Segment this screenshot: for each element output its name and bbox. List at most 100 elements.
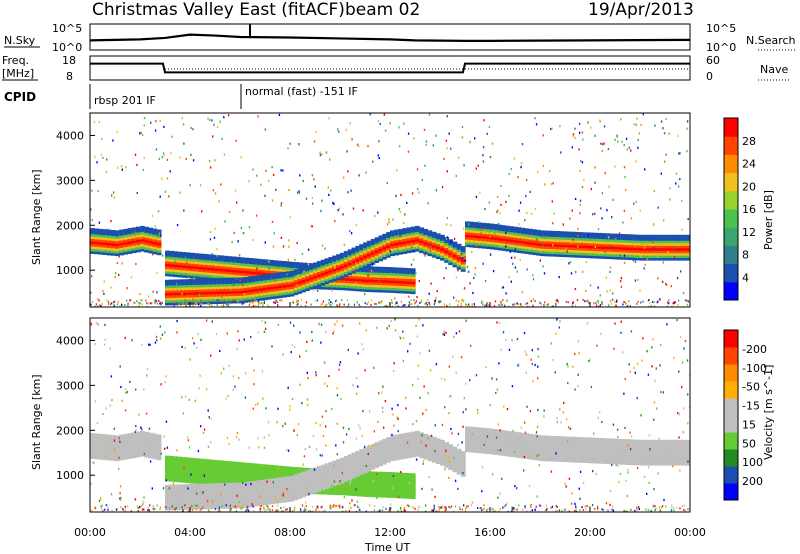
power-clutter [248,304,250,307]
power-clutter [614,300,616,303]
power-speck [174,260,177,263]
power-speck [208,159,211,163]
power-speck [398,208,401,211]
power-band-cell [551,230,556,237]
power-speck [574,304,577,307]
power-band-cell [444,237,449,244]
power-speck [289,142,291,145]
velocity-band-cell [98,433,104,440]
power-speck [134,153,137,156]
power-clutter [237,300,239,303]
velocity-speck [211,500,213,503]
power-clutter [255,300,258,303]
power-speck [581,131,584,134]
power-speck [566,250,568,253]
power-speck [349,122,351,125]
power-speck [255,214,258,217]
velocity-band-cell [370,444,376,450]
power-band-cell [106,229,112,236]
power-speck [134,231,136,234]
power-speck [501,286,504,289]
power-speck [223,116,225,119]
power-speck [264,128,267,131]
velocity-band-cell [566,436,572,443]
power-clutter [140,302,142,305]
power-clutter [259,302,261,305]
power-clutter [195,302,197,304]
velocity-speck [428,475,430,479]
power-clutter [315,299,317,302]
power-band-cell [152,228,158,235]
power-clutter [672,302,674,305]
velocity-speck [205,319,208,322]
power-speck [638,132,641,135]
power-speck [484,279,487,283]
power-speck [91,218,93,222]
ytick-label: 3000 [56,174,84,187]
power-band-cell [90,228,95,235]
power-speck [453,237,456,240]
power-clutter [276,300,278,303]
power-speck [474,137,476,140]
power-speck [496,209,499,212]
power-speck [668,132,670,135]
power-band-cell [347,249,353,256]
power-speck [525,195,527,198]
power-speck [216,248,218,251]
power-band-cell [520,227,526,234]
power-speck [594,166,597,169]
power-clutter [555,304,557,307]
power-speck [489,253,492,256]
power-band-cell [194,253,199,260]
velocity-speck [165,375,167,378]
power-clutter [502,299,504,301]
power-clutter [610,302,613,305]
velocity-speck [362,410,364,413]
power-clutter [394,303,397,306]
power-speck [450,253,452,256]
power-clutter [648,299,650,301]
power-speck [408,295,410,298]
power-speck [176,289,179,292]
velocity-band-cell [190,457,195,464]
velocity-band-cell [485,428,491,435]
power-speck [299,174,301,177]
power-speck [301,252,304,255]
power-clutter [161,301,163,304]
power-band-cell [497,224,503,231]
power-clutter [493,305,496,307]
power-speck [680,270,682,273]
power-clutter [281,299,283,302]
power-clutter [428,301,430,304]
power-speck [455,276,458,279]
power-speck [657,206,659,209]
velocity-band-cell [448,444,454,451]
nsky-tick-top: 10^5 [52,22,82,35]
power-clutter [358,303,360,306]
power-band-cell [578,232,583,239]
velocity-band-cell [200,483,205,490]
power-speck [320,209,322,213]
power-clutter [221,300,223,303]
power-clutter [297,303,299,306]
velocity-band-cell [94,433,99,440]
power-speck [446,170,448,173]
power-speck [542,164,545,167]
velocity-band-cell [180,484,186,491]
velocity-band-cell [456,448,462,455]
power-speck [468,223,470,226]
velocity-band-cell [194,458,199,465]
velocity-band-cell [398,433,404,440]
velocity-band-cell [559,436,564,443]
velocity-data [90,318,690,512]
power-clutter [653,305,656,307]
velocity-speck [214,483,216,486]
power-clutter [501,303,503,306]
power-speck [411,192,414,195]
power-clutter [597,302,599,305]
power-speck [643,267,645,270]
power-band-cell [410,268,416,275]
power-speck [524,219,526,222]
power-clutter [651,301,654,303]
velocity-band-cell [236,482,241,489]
